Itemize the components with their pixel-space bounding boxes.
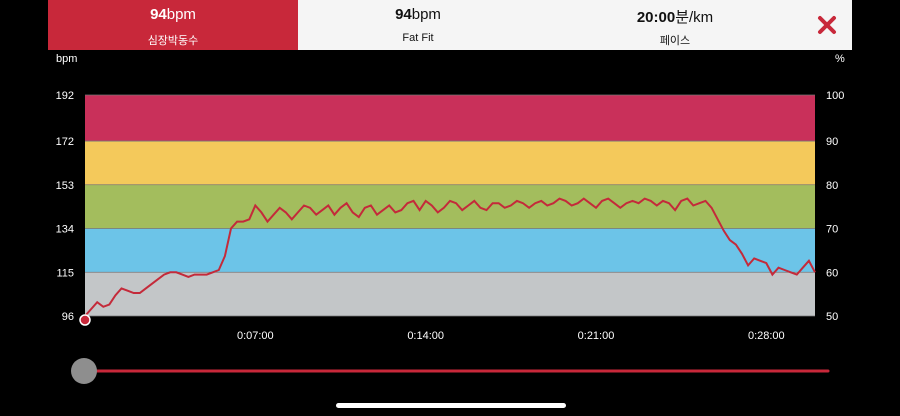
right-tick-label: 60: [826, 267, 838, 279]
start-marker: [79, 314, 91, 326]
zone-bands: [85, 95, 815, 316]
right-tick-label: 50: [826, 311, 838, 323]
right-axis-unit: %: [835, 53, 845, 65]
tab-heart-rate-label: 심장박동수: [147, 35, 199, 47]
zone-band-4: [85, 95, 815, 142]
right-tick-label: 100: [826, 90, 844, 102]
slider-thumb[interactable]: [71, 358, 97, 384]
zone-band-0: [85, 272, 815, 316]
pace-value: 20:00: [636, 9, 676, 26]
close-x-icon: [818, 16, 836, 34]
x-tick-label: 0:21:00: [578, 330, 615, 342]
right-tick-label: 80: [826, 180, 838, 192]
x-tick-label: 0:28:00: [748, 330, 785, 342]
tab-fat-fit-metric: 94bpm: [298, 6, 538, 23]
right-tick-label: 90: [826, 136, 838, 148]
tab-pace[interactable]: 20:00분/km 페이스: [538, 0, 812, 50]
fat-fit-unit: bpm: [411, 6, 441, 23]
tab-fat-fit[interactable]: 94bpm Fat Fit: [298, 0, 538, 50]
fat-fit-value: 94: [395, 6, 412, 23]
pace-unit: 분/km: [675, 9, 714, 26]
tab-pace-label: 페이스: [659, 35, 691, 47]
axis-ticks: 96 50 115 60 134 70 153 80 172 90 192 100 0:07:00 0:1…: [56, 90, 845, 342]
heart-rate-unit: bpm: [166, 6, 196, 23]
close-button[interactable]: [812, 0, 852, 50]
zone-band-3: [85, 141, 815, 185]
tab-pace-metric: 20:00분/km: [538, 6, 812, 27]
left-tick-label: 96: [62, 311, 74, 323]
zone-band-2: [85, 184, 815, 229]
tab-fat-fit-label: Fat Fit: [402, 32, 434, 44]
tab-heart-rate-metric: 94bpm: [48, 6, 298, 23]
left-tick-label: 115: [56, 267, 74, 279]
x-tick-label: 0:07:00: [237, 330, 274, 342]
left-tick-label: 134: [56, 224, 74, 236]
left-axis-unit: bpm: [56, 53, 78, 65]
tab-heart-rate[interactable]: 94bpm 심장박동수: [48, 0, 298, 50]
home-indicator: [336, 403, 566, 408]
metric-tabs: 94bpm 심장박동수 94bpm Fat Fit 20:00분/km 페이스: [48, 0, 852, 50]
zone-band-1: [85, 228, 815, 273]
x-tick-label: 0:14:00: [407, 330, 444, 342]
heart-rate-value: 94: [150, 6, 167, 23]
right-tick-label: 70: [826, 224, 838, 236]
left-tick-label: 172: [56, 136, 74, 148]
left-tick-label: 192: [56, 90, 74, 102]
heart-rate-line: [84, 197, 816, 317]
left-tick-label: 153: [56, 180, 74, 192]
